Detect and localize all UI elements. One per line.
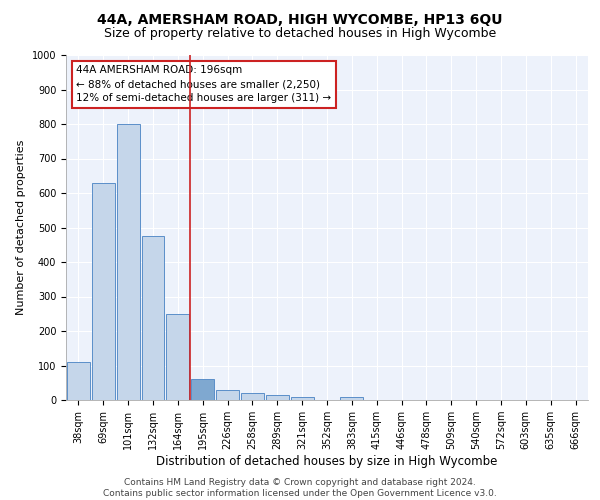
Bar [340,396,363,400]
Y-axis label: Number of detached properties: Number of detached properties [16,140,26,315]
Bar [291,396,314,400]
Text: 44A AMERSHAM ROAD: 196sqm
← 88% of detached houses are smaller (2,250)
12% of se: 44A AMERSHAM ROAD: 196sqm ← 88% of detac… [76,66,332,104]
Bar [241,393,264,400]
Text: 44A, AMERSHAM ROAD, HIGH WYCOMBE, HP13 6QU: 44A, AMERSHAM ROAD, HIGH WYCOMBE, HP13 6… [97,12,503,26]
Bar [216,390,239,400]
Bar [92,182,115,400]
Bar [142,236,164,400]
Bar [266,395,289,400]
Text: Contains HM Land Registry data © Crown copyright and database right 2024.
Contai: Contains HM Land Registry data © Crown c… [103,478,497,498]
Text: Size of property relative to detached houses in High Wycombe: Size of property relative to detached ho… [104,28,496,40]
Bar [67,362,90,400]
Bar [117,124,140,400]
Bar [191,380,214,400]
Bar [166,314,189,400]
X-axis label: Distribution of detached houses by size in High Wycombe: Distribution of detached houses by size … [157,455,497,468]
